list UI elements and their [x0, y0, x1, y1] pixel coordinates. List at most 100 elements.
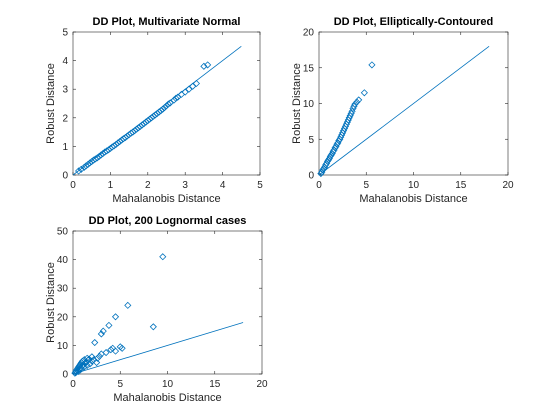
data-point: [170, 96, 178, 104]
data-point: [146, 115, 154, 123]
x-tick-label: 15: [455, 180, 467, 191]
x-tick-label: 20: [256, 379, 268, 390]
y-tick-label: 20: [57, 312, 69, 323]
y-tick-label: 5: [62, 28, 68, 39]
data-point: [149, 323, 157, 331]
data-point: [360, 89, 368, 97]
panel-elliptically-contoured: 0 5 10 15 20 0 5 10 15 20 DD Plot, Elliptically-C…: [291, 16, 514, 205]
data-point: [155, 108, 163, 116]
data-point: [97, 151, 105, 159]
data-point: [121, 133, 129, 142]
data-point: [166, 99, 174, 107]
data-point: [147, 114, 156, 122]
y-axis-label: Robust Distance: [45, 262, 57, 343]
data-point: [94, 354, 102, 362]
x-tick-label: 15: [209, 379, 221, 390]
y-tick-label: 0: [308, 171, 314, 182]
data-point: [162, 102, 171, 110]
data-point: [105, 321, 113, 329]
data-point: [88, 357, 96, 365]
data-point: [138, 121, 146, 129]
data-point: [91, 338, 99, 347]
x-tick-label: 0: [316, 180, 322, 191]
data-point: [80, 163, 88, 171]
data-point: [350, 102, 358, 110]
data-point: [86, 159, 94, 167]
data-point: [134, 124, 143, 132]
data-point: [159, 105, 167, 113]
chart-title: DD Plot, Elliptically-Contoured: [334, 16, 494, 28]
data-point: [110, 142, 118, 150]
data-point: [86, 360, 94, 368]
y-tick-label: 0: [62, 171, 68, 182]
panel-lognormal: 0 5 10 15 20 0 10 20 30 40 50 DD Plot, 200 Lognorm…: [45, 215, 268, 404]
x-tick-label: 2: [145, 180, 151, 191]
x-tick-label: 3: [182, 180, 188, 191]
data-point: [133, 125, 141, 133]
data-point: [97, 330, 105, 338]
y-tick-label: 4: [62, 56, 68, 67]
data-point: [174, 93, 182, 101]
data-point: [104, 146, 113, 154]
data-point: [351, 100, 359, 108]
data-point: [123, 132, 131, 140]
x-tick-label: 1: [108, 180, 114, 191]
data-point: [368, 61, 376, 69]
identity-reference-line: [318, 45, 490, 176]
data-point: [192, 79, 200, 88]
y-tick-label: 2: [62, 113, 68, 124]
data-point: [355, 96, 363, 104]
data-point: [93, 358, 101, 367]
y-tick-label: 5: [308, 135, 314, 146]
y-tick-label: 30: [57, 284, 69, 295]
data-point: [142, 118, 150, 126]
data-point: [124, 301, 132, 309]
y-axis-label: Robust Distance: [45, 63, 57, 144]
data-point: [112, 140, 120, 148]
x-axis-label: Mahalanobis Distance: [112, 193, 220, 205]
identity-reference-line: [72, 322, 244, 375]
y-tick-label: 40: [57, 255, 69, 266]
data-point: [189, 82, 197, 90]
data-point: [93, 154, 101, 162]
data-point: [161, 103, 169, 112]
plot-area-frame: [72, 230, 263, 375]
data-point: [164, 100, 172, 108]
y-tick-label: 20: [303, 28, 315, 39]
data-point: [102, 348, 110, 357]
data-point: [95, 352, 104, 360]
data-point: [129, 128, 137, 136]
chart-title: DD Plot, 200 Lognormal cases: [89, 215, 247, 227]
x-tick-label: 0: [70, 180, 76, 191]
data-point: [157, 107, 165, 115]
data-point: [131, 127, 139, 135]
y-tick-label: 3: [62, 85, 68, 96]
data-point: [149, 112, 157, 120]
data-point: [151, 111, 159, 119]
data-point: [200, 62, 208, 70]
data-point: [111, 347, 120, 355]
data-point: [204, 61, 212, 69]
data-point: [114, 139, 122, 147]
data-point: [111, 313, 120, 321]
data-point: [80, 363, 88, 371]
data-point: [84, 160, 92, 168]
x-tick-label: 0: [70, 379, 76, 390]
data-point: [153, 109, 161, 118]
data-point: [172, 94, 180, 102]
data-point: [88, 353, 96, 361]
data-point: [79, 360, 87, 369]
data-point: [75, 167, 83, 175]
data-point: [181, 88, 189, 96]
marks-layer: 0 1 2 3 4 5 0 1 2 3 4 5: [62, 28, 263, 192]
x-tick-label: 5: [117, 379, 123, 390]
x-tick-label: 10: [162, 379, 174, 390]
y-axis-label: Robust Distance: [291, 63, 303, 144]
data-point: [99, 327, 107, 335]
data-point: [140, 119, 148, 128]
data-point: [116, 137, 124, 146]
x-axis-label: Mahalanobis Distance: [113, 392, 221, 404]
panel-multivariate-normal: 0 1 2 3 4 5 0 1 2 3 4 5 DD Plot, Multivariate Norma…: [45, 16, 263, 205]
data-point: [78, 357, 87, 365]
